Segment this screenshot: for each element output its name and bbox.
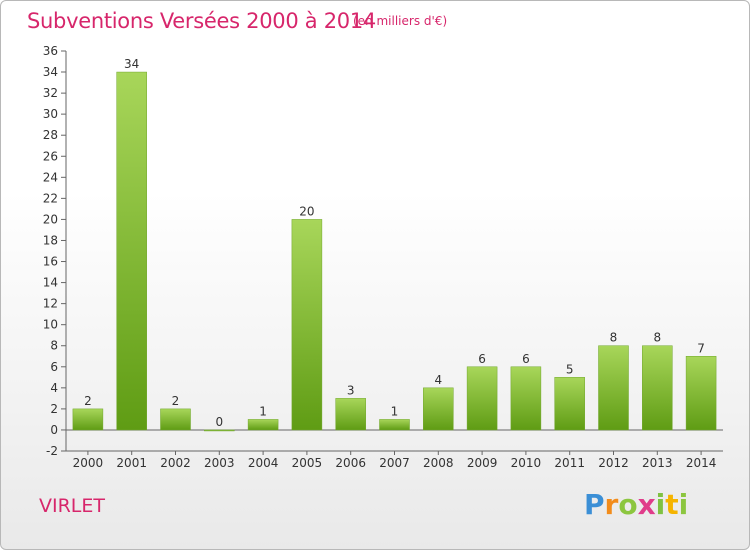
commune-name: VIRLET	[39, 495, 105, 517]
logo-letter: P	[584, 488, 605, 521]
bar-value-label: 34	[124, 57, 139, 71]
y-tick-label: -2	[46, 444, 58, 458]
bar-value-label: 6	[478, 352, 486, 366]
x-tick-label: 2007	[379, 456, 410, 470]
y-tick-label: 10	[43, 318, 58, 332]
x-tick-label: 2003	[204, 456, 235, 470]
logo-letter: o	[618, 488, 638, 521]
bar	[598, 345, 629, 431]
y-tick-label: 28	[43, 128, 58, 142]
y-tick-label: 30	[43, 107, 58, 121]
bar	[685, 356, 717, 431]
y-tick-label: 20	[43, 212, 58, 226]
x-tick-label: 2001	[116, 456, 147, 470]
bar	[554, 377, 585, 431]
y-tick-label: 22	[43, 191, 58, 205]
x-tick-label: 2008	[423, 456, 454, 470]
bar	[72, 408, 104, 431]
bar-value-label: 5	[566, 362, 574, 376]
logo-letter: r	[604, 488, 619, 521]
x-tick-label: 2013	[642, 456, 673, 470]
bar-value-label: 20	[299, 204, 314, 218]
bar	[466, 366, 498, 431]
bar-value-label: 2	[172, 394, 180, 408]
bar	[510, 366, 542, 431]
bar-value-label: 2	[84, 394, 92, 408]
bar	[423, 387, 454, 431]
bar-value-label: 1	[259, 404, 267, 418]
bar-value-label: 3	[347, 383, 355, 397]
x-tick-label: 2009	[467, 456, 498, 470]
chart-title: Subventions Versées 2000 à 2014	[27, 9, 376, 33]
bar-value-label: 8	[653, 331, 661, 345]
x-tick-label: 2010	[511, 456, 542, 470]
chart-bars	[72, 71, 717, 432]
bar	[379, 419, 410, 431]
bar	[335, 398, 366, 431]
x-tick-label: 2002	[160, 456, 191, 470]
bar	[291, 219, 323, 431]
y-tick-label: 34	[43, 65, 58, 79]
y-tick-label: 2	[50, 402, 58, 416]
y-tick-label: 6	[50, 360, 58, 374]
x-tick-label: 2004	[248, 456, 279, 470]
y-tick-label: 8	[50, 339, 58, 353]
bar	[642, 345, 673, 431]
bar	[116, 71, 147, 431]
y-tick-label: 18	[43, 233, 58, 247]
bar-value-label: 7	[697, 341, 705, 355]
y-tick-label: 4	[50, 381, 58, 395]
bar-value-label: 1	[391, 404, 399, 418]
x-tick-label: 2011	[554, 456, 585, 470]
chart-unit: (en milliers d'€)	[353, 14, 448, 28]
bar-value-label: 6	[522, 352, 530, 366]
logo-letter: i	[655, 488, 666, 521]
logo-letter: i	[678, 488, 689, 521]
y-tick-label: 32	[43, 86, 58, 100]
x-tick-label: 2000	[73, 456, 104, 470]
x-tick-label: 2014	[686, 456, 717, 470]
x-tick-label: 2012	[598, 456, 629, 470]
y-tick-label: 24	[43, 170, 58, 184]
bar-value-label: 8	[610, 331, 618, 345]
x-tick-label: 2005	[292, 456, 323, 470]
logo-letter: t	[665, 488, 679, 521]
proxiti-logo: Proxiti	[584, 488, 688, 521]
bar	[160, 408, 191, 431]
bar-value-label: 4	[434, 373, 442, 387]
bar	[247, 419, 279, 431]
x-tick-label: 2006	[335, 456, 366, 470]
bar-value-label: 0	[215, 415, 223, 429]
logo-letter: x	[637, 488, 656, 521]
y-tick-label: 0	[50, 423, 58, 437]
bar	[204, 429, 235, 432]
y-tick-label: 26	[43, 149, 58, 163]
y-tick-label: 16	[43, 255, 58, 269]
y-tick-label: 12	[43, 297, 58, 311]
y-tick-label: 36	[43, 44, 58, 58]
y-tick-label: 14	[43, 276, 58, 290]
